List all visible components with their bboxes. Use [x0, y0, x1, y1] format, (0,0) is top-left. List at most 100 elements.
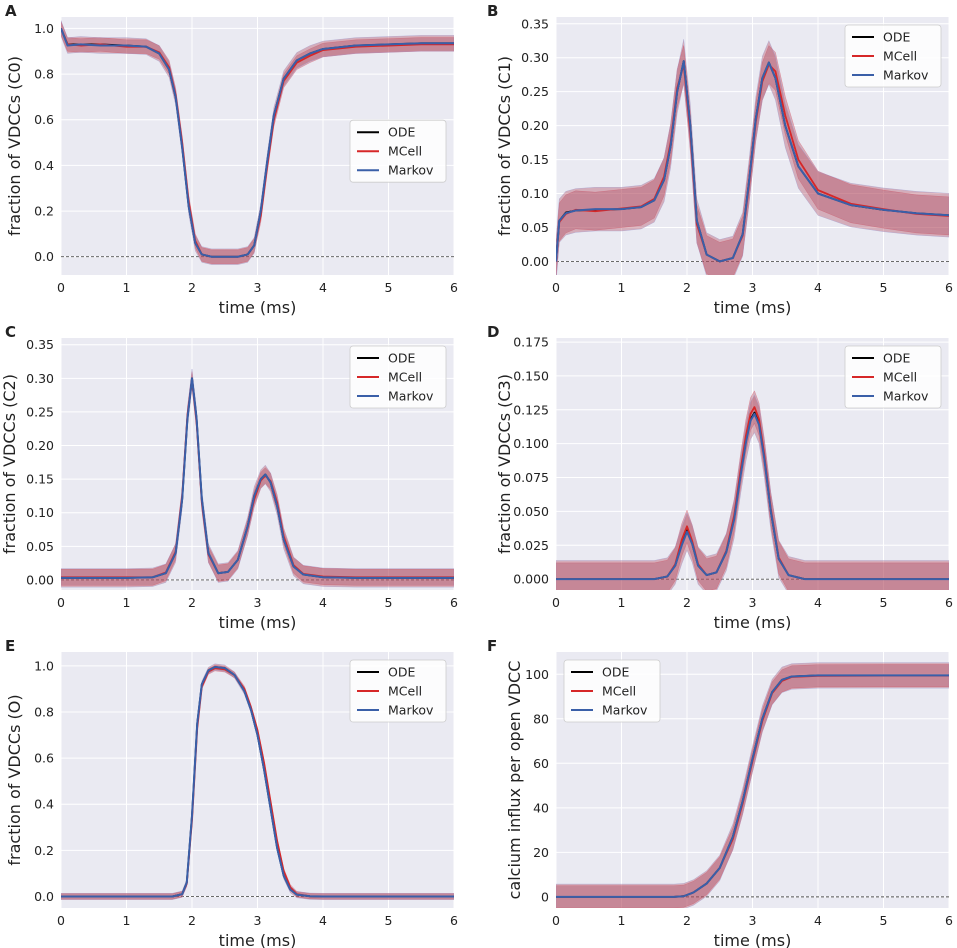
- y-axis-label: fraction of VDCCs (O): [5, 694, 24, 865]
- legend-label-markov: Markov: [388, 163, 434, 178]
- plot-data-area: [61, 20, 454, 265]
- x-tick-label: 0: [552, 280, 560, 295]
- y-tick-label: 0.100: [513, 436, 549, 451]
- y-tick-label: 1.0: [34, 21, 54, 36]
- y-tick-label: 0.35: [521, 16, 549, 31]
- y-tick-label: 0.30: [521, 50, 549, 65]
- legend-label-ode: ODE: [602, 665, 629, 680]
- x-tick-label: 4: [814, 595, 822, 610]
- legend-label-mcell: MCell: [388, 144, 422, 159]
- x-tick-label: 1: [123, 595, 131, 610]
- x-tick-label: 3: [749, 913, 757, 928]
- x-tick-label: 2: [683, 913, 691, 928]
- legend-label-markov: Markov: [883, 389, 929, 404]
- x-tick-label: 0: [552, 913, 560, 928]
- legend: ODE MCell Markov: [563, 659, 661, 723]
- x-tick-label: 4: [814, 280, 822, 295]
- y-tick-label: 0.8: [34, 704, 54, 719]
- legend-label-mcell: MCell: [883, 370, 917, 385]
- x-tick-label: 2: [683, 595, 691, 610]
- y-tick-label: 0.15: [26, 472, 54, 487]
- panel-C: 0 1 2 3 4 5 6 0.00 0.05 0.10 0.15 0.20 0.25 0.30 0.35 t…: [0, 323, 458, 632]
- y-tick-label: 20: [533, 845, 549, 860]
- x-tick-label: 0: [552, 595, 560, 610]
- series-line-markov: [61, 377, 454, 579]
- legend-label-ode: ODE: [388, 665, 415, 680]
- x-axis-label: time (ms): [714, 931, 792, 948]
- legend-label-mcell: MCell: [388, 684, 422, 699]
- legend-label-markov: Markov: [388, 389, 434, 404]
- y-tick-label: 0.0: [34, 249, 54, 264]
- x-tick-label: 2: [188, 595, 196, 610]
- y-tick-label: 0.10: [521, 186, 549, 201]
- legend-box: [844, 345, 942, 409]
- y-tick-label: 0.125: [513, 402, 549, 417]
- y-tick-label: 0.4: [34, 158, 54, 173]
- y-tick-label: 0.30: [26, 371, 54, 386]
- y-tick-label: 60: [533, 756, 549, 771]
- x-tick-label: 5: [880, 913, 888, 928]
- y-tick-label: 0.10: [26, 505, 54, 520]
- legend-label-mcell: MCell: [883, 49, 917, 64]
- x-axis-label: time (ms): [714, 298, 792, 317]
- x-tick-label: 1: [618, 913, 626, 928]
- panel-letter: C: [5, 323, 16, 341]
- x-tick-label: 5: [385, 595, 393, 610]
- x-tick-label: 6: [450, 280, 458, 295]
- y-tick-label: 0.8: [34, 67, 54, 82]
- legend: ODE MCell Markov: [349, 345, 447, 409]
- band-markov: [556, 662, 949, 908]
- y-tick-label: 0.2: [34, 204, 54, 219]
- legend: ODE MCell Markov: [349, 119, 447, 183]
- x-tick-label: 3: [254, 595, 262, 610]
- legend-box: [349, 119, 447, 183]
- x-tick-label: 4: [319, 595, 327, 610]
- y-tick-label: 0.000: [513, 572, 549, 587]
- x-tick-label: 5: [385, 913, 393, 928]
- plot-data-area: [556, 39, 949, 275]
- x-axis-label: time (ms): [219, 931, 297, 948]
- y-tick-label: 100: [525, 667, 549, 682]
- legend-label-ode: ODE: [388, 125, 415, 140]
- legend-box: [349, 659, 447, 723]
- plot-data-area: [61, 369, 454, 588]
- legend-label-markov: Markov: [388, 703, 434, 718]
- y-tick-label: 0.6: [34, 112, 54, 127]
- plot-data-area: [556, 662, 949, 908]
- y-tick-label: 80: [533, 711, 549, 726]
- x-tick-label: 2: [188, 913, 196, 928]
- y-axis-label: fraction of VDCCs (C2): [0, 374, 19, 554]
- y-tick-label: 0.0: [34, 889, 54, 904]
- x-tick-label: 6: [945, 595, 953, 610]
- panel-letter: A: [5, 2, 17, 20]
- x-tick-label: 1: [618, 280, 626, 295]
- legend-box: [349, 345, 447, 409]
- x-axis-label: time (ms): [714, 613, 792, 632]
- y-tick-label: 0.05: [521, 220, 549, 235]
- panel-B: 0 1 2 3 4 5 6 0.00 0.05 0.10 0.15 0.20 0.25 0.30 0.35 t…: [487, 2, 953, 317]
- panel-letter: E: [5, 637, 15, 655]
- legend-box: [844, 24, 942, 88]
- x-tick-label: 3: [254, 280, 262, 295]
- x-tick-label: 1: [123, 913, 131, 928]
- band-mcell: [61, 665, 454, 900]
- legend: ODE MCell Markov: [349, 659, 447, 723]
- y-axis-label: calcium influx per open VDCC: [505, 661, 524, 900]
- y-tick-label: 0.35: [26, 337, 54, 352]
- y-tick-label: 0.2: [34, 843, 54, 858]
- y-tick-label: 0.20: [521, 118, 549, 133]
- x-tick-label: 6: [945, 913, 953, 928]
- panel-letter: B: [487, 2, 498, 20]
- y-tick-label: 40: [533, 800, 549, 815]
- x-tick-label: 0: [57, 280, 65, 295]
- legend-label-markov: Markov: [883, 68, 929, 83]
- x-tick-label: 4: [319, 913, 327, 928]
- x-tick-label: 4: [814, 913, 822, 928]
- y-tick-label: 0.00: [521, 254, 549, 269]
- x-tick-label: 4: [319, 280, 327, 295]
- panel-E: 0 1 2 3 4 5 6 0.0 0.2 0.4 0.6 0.8 1.0 time (ms) fracti…: [5, 637, 458, 948]
- x-tick-label: 0: [57, 913, 65, 928]
- y-tick-label: 0.25: [521, 84, 549, 99]
- y-tick-label: 0.050: [513, 504, 549, 519]
